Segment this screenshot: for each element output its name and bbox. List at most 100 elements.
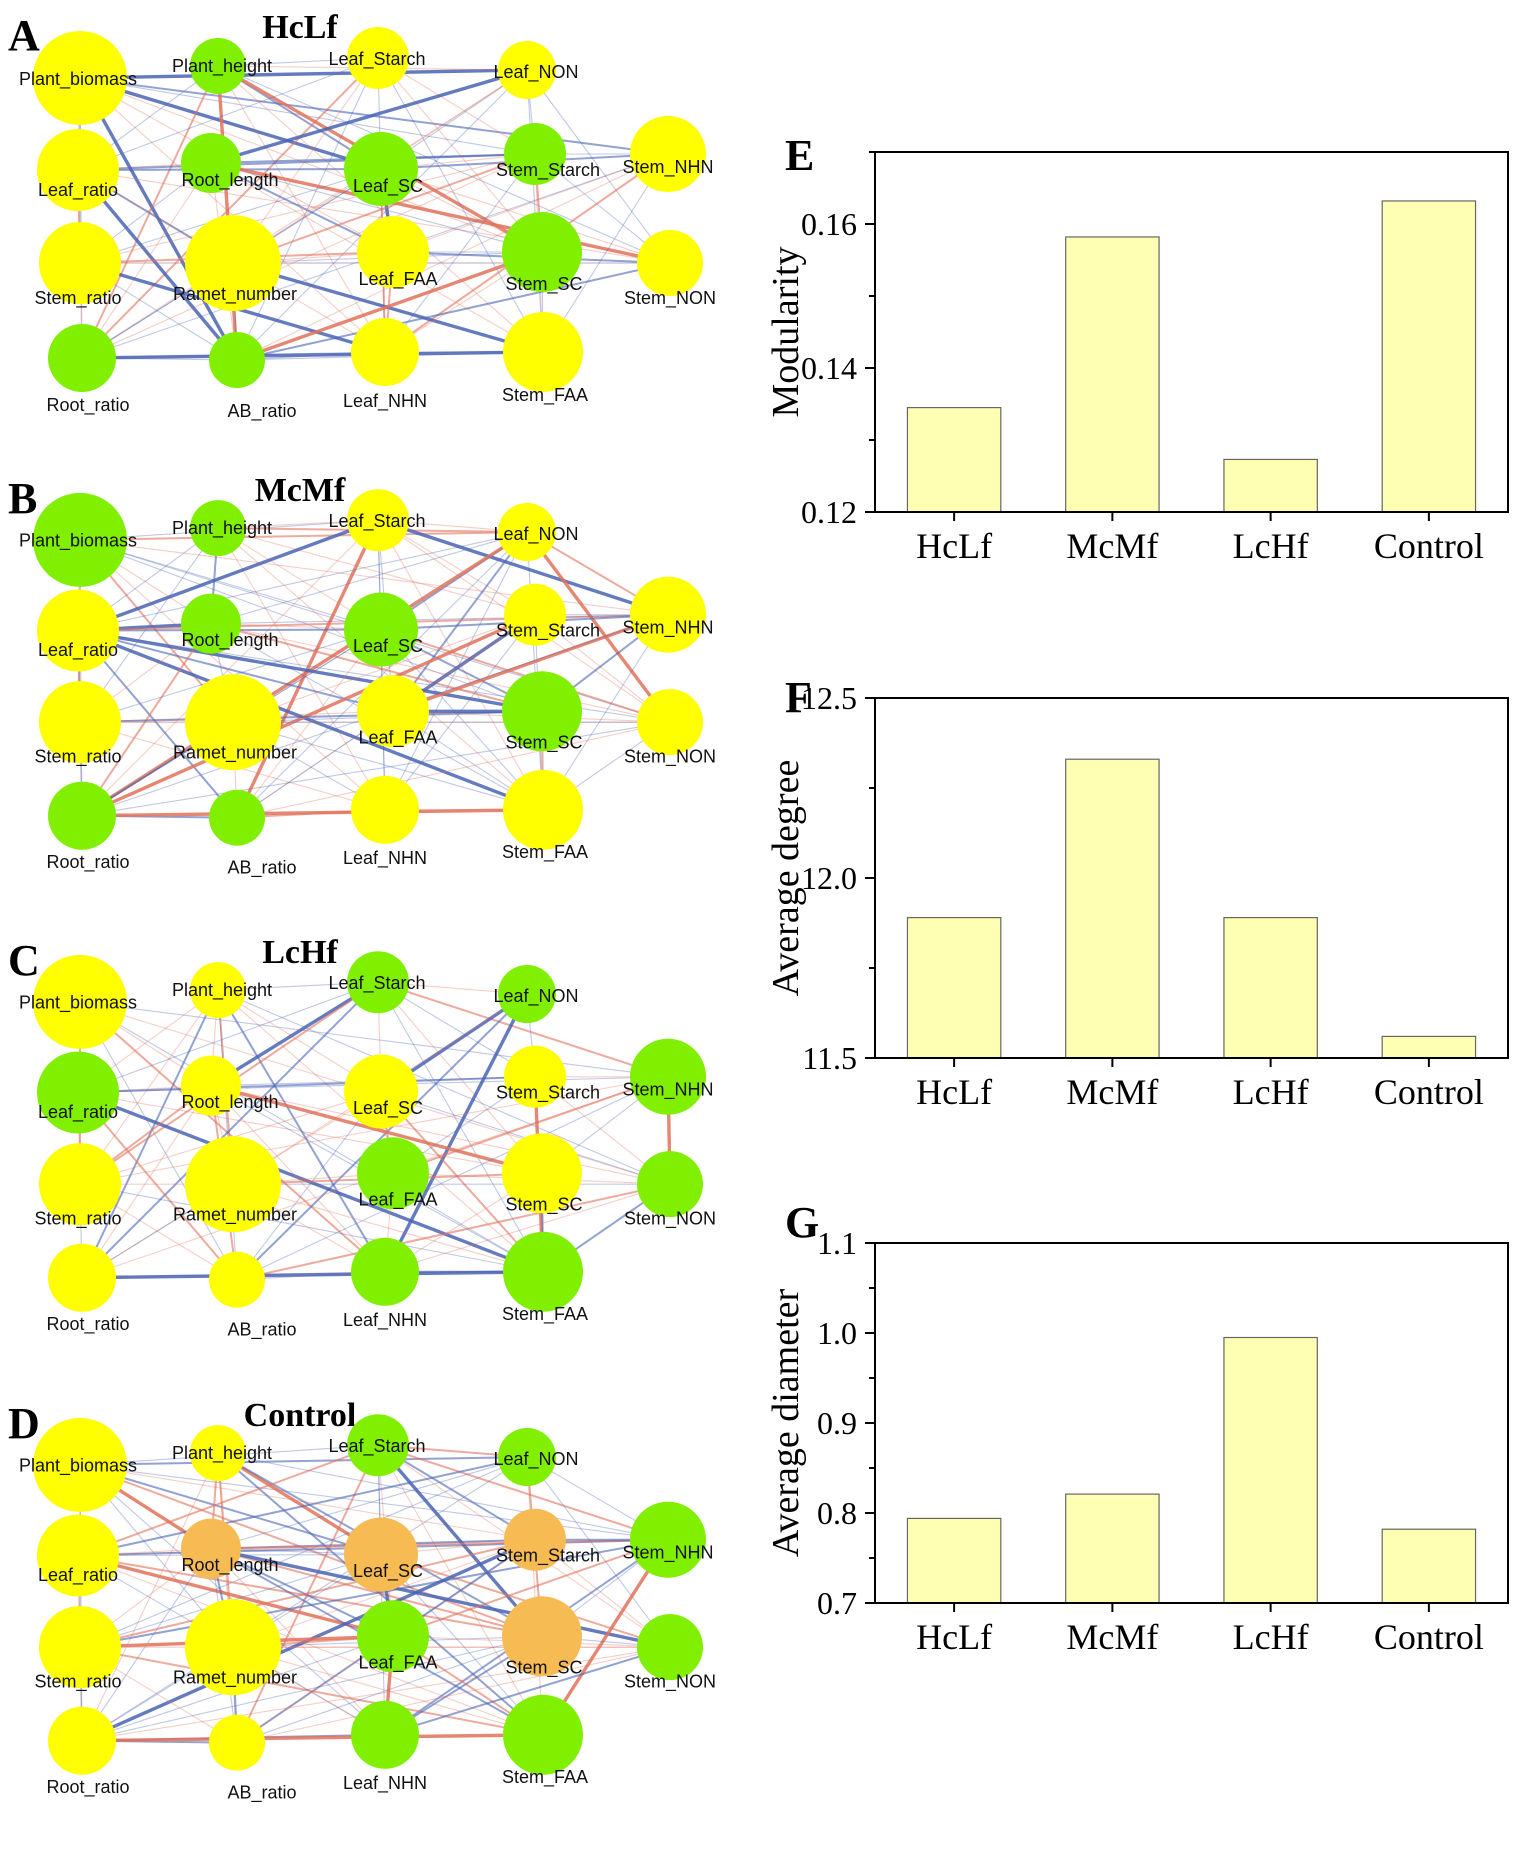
- node-label: Leaf_ratio: [38, 1565, 118, 1586]
- edge: [380, 1554, 544, 1736]
- x-category-label: LcHf: [1233, 1617, 1309, 1657]
- edge: [81, 1085, 212, 1279]
- edge: [79, 1001, 238, 1280]
- edge: [377, 518, 669, 617]
- node-label: Stem_SC: [505, 1658, 582, 1679]
- edge: [392, 531, 528, 712]
- node-Leaf_NON: [498, 965, 556, 1024]
- node-Plant_height: [190, 500, 246, 557]
- edge: [236, 1076, 669, 1281]
- node-Leaf_Starch: [347, 489, 409, 552]
- edge: [81, 530, 528, 818]
- node-label: Leaf_NON: [493, 524, 578, 545]
- x-category-label: LcHf: [1233, 1072, 1309, 1112]
- node-label: AB_ratio: [227, 1783, 296, 1804]
- node-label: Ramet_number: [173, 284, 297, 305]
- edge: [377, 981, 669, 1078]
- edge: [392, 613, 669, 713]
- edge: [383, 993, 529, 1273]
- node-label: Stem_NON: [624, 746, 716, 767]
- node-Root_length: [181, 1055, 241, 1116]
- edge: [81, 153, 536, 359]
- edge: [216, 65, 239, 361]
- x-category-label: Control: [1374, 1072, 1484, 1112]
- edge: [210, 1085, 386, 1273]
- edge: [81, 1452, 219, 1741]
- node-Root_ratio: [48, 1706, 116, 1775]
- node-Stem_NON: [637, 1614, 703, 1681]
- edge: [81, 1733, 544, 1743]
- edge: [236, 721, 671, 819]
- edge: [236, 629, 382, 819]
- node-label: Leaf_FAA: [358, 269, 437, 290]
- node-labels: Plant_biomass Plant_height Leaf_Starch Leaf…: [19, 511, 716, 879]
- edge: [81, 1456, 528, 1742]
- x-category-label: Control: [1374, 1617, 1484, 1657]
- node-Plant_biomass: [33, 954, 127, 1049]
- node-Stem_NON: [637, 689, 703, 756]
- edge: [232, 153, 536, 264]
- edge: [377, 57, 543, 253]
- bar-HcLf: [906, 916, 1002, 1059]
- node-Stem_SC: [502, 212, 582, 292]
- node-Stem_NHN: [630, 116, 706, 192]
- node-label: Leaf_SC: [353, 1098, 423, 1119]
- y-axis-title: Modularity: [765, 247, 807, 418]
- edge: [79, 1001, 544, 1273]
- edge: [380, 1090, 544, 1273]
- node-label: Root_ratio: [46, 395, 129, 416]
- edge: [79, 1538, 669, 1649]
- node-label: Plant_biomass: [19, 69, 137, 90]
- node-AB_ratio: [209, 789, 265, 846]
- edge: [81, 981, 379, 1279]
- edge: [77, 1456, 528, 1557]
- panel-letter: A: [8, 11, 40, 60]
- node-label: Root_length: [181, 170, 278, 191]
- edge: [210, 161, 671, 265]
- node-label: Stem_NON: [624, 1208, 716, 1229]
- node-label: Leaf_Starch: [328, 1436, 425, 1457]
- edge: [236, 1091, 382, 1281]
- panel-letter: E: [785, 131, 814, 180]
- edge: [210, 1456, 528, 1550]
- edge: [77, 629, 394, 713]
- edge: [77, 57, 379, 171]
- node-labels: Plant_biomass Plant_height Leaf_Starch Leaf…: [19, 49, 716, 422]
- edge: [210, 622, 543, 713]
- network-title: Control: [244, 1397, 357, 1434]
- bar-LcHf: [1223, 916, 1318, 1059]
- edge: [236, 262, 671, 361]
- node-Stem_SC: [502, 671, 582, 752]
- node-label: Root_ratio: [46, 1314, 129, 1335]
- node-label: Stem_NON: [624, 288, 716, 309]
- node-Leaf_Starch: [347, 1414, 409, 1477]
- y-tick-label: 0.8: [817, 1495, 857, 1531]
- edge: [79, 1463, 543, 1638]
- edge: [210, 1548, 386, 1736]
- edges: [77, 980, 672, 1281]
- bar-chart-F: F 11.5 12.0 12.5 HcLf McMf LcHf Control Average …: [765, 673, 1509, 1112]
- node-Plant_biomass: [33, 31, 127, 125]
- edge: [392, 153, 669, 253]
- node-Stem_ratio: [39, 222, 121, 304]
- edge: [236, 993, 528, 1281]
- bar-HcLf: [906, 1517, 1002, 1604]
- y-tick-label: 0.7: [817, 1585, 857, 1621]
- edge: [79, 77, 543, 253]
- node-label: Leaf_ratio: [38, 640, 118, 661]
- node-label: Stem_FAA: [502, 385, 588, 406]
- nodes: [33, 27, 706, 392]
- node-Plant_height: [190, 962, 246, 1019]
- x-category-label: Control: [1374, 526, 1484, 566]
- edge: [217, 527, 536, 616]
- node-Leaf_SC: [344, 132, 418, 206]
- edge: [79, 68, 528, 80]
- node-Leaf_SC: [344, 1054, 418, 1129]
- y-tick-label: 0.9: [817, 1405, 857, 1441]
- edge: [525, 531, 672, 724]
- edge: [210, 68, 528, 165]
- edge: [79, 1183, 544, 1273]
- node-label: Leaf_SC: [353, 176, 423, 197]
- edge: [217, 1453, 238, 1743]
